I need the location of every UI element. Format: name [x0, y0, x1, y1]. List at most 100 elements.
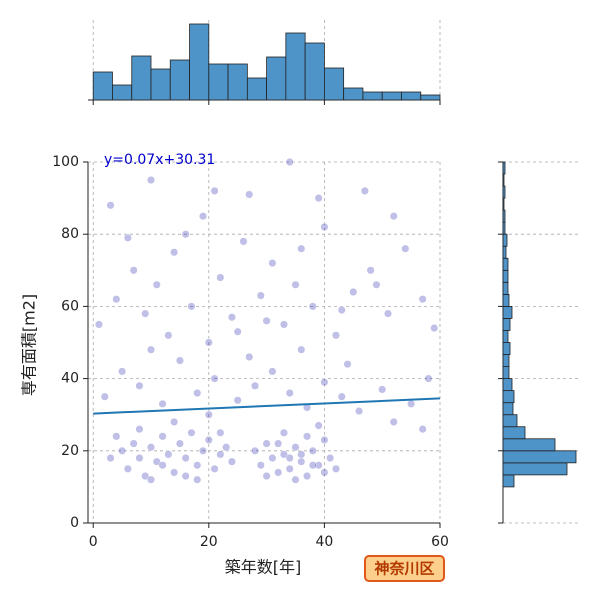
point	[274, 439, 283, 448]
point	[308, 302, 317, 311]
point	[158, 399, 167, 408]
y-tick-label: 40	[61, 371, 79, 387]
hist-bar	[502, 474, 515, 488]
point	[146, 443, 156, 452]
point	[297, 450, 306, 459]
hist-bar	[502, 390, 515, 404]
point	[297, 457, 306, 466]
point	[193, 388, 202, 398]
point	[291, 443, 300, 452]
point	[314, 461, 323, 470]
point	[424, 374, 433, 383]
point	[181, 230, 190, 239]
badge-box	[364, 555, 445, 582]
point	[279, 320, 288, 329]
point	[198, 446, 208, 455]
x-tick-label: 0	[89, 534, 98, 550]
hist-bar	[502, 269, 509, 283]
point	[268, 367, 277, 376]
hist-bar	[420, 94, 441, 101]
hist-bar	[502, 378, 513, 392]
point	[383, 309, 393, 318]
point	[187, 302, 196, 311]
point	[401, 244, 410, 253]
point	[366, 266, 375, 275]
hist-bar	[502, 173, 505, 187]
hist-bar	[502, 414, 518, 428]
y-tick-label: 80	[61, 226, 79, 242]
point	[349, 287, 358, 297]
point	[175, 356, 184, 365]
point	[331, 464, 341, 473]
point	[245, 190, 254, 199]
point	[152, 280, 161, 289]
point	[430, 324, 439, 333]
point	[129, 439, 138, 448]
point	[198, 212, 208, 221]
point	[135, 425, 144, 434]
point	[378, 385, 387, 394]
point	[250, 446, 260, 455]
point	[141, 309, 150, 318]
point	[227, 313, 236, 322]
hist-bar	[227, 63, 248, 101]
point	[227, 457, 236, 466]
point	[233, 396, 242, 405]
hist-bar	[324, 67, 345, 101]
point	[158, 432, 167, 441]
point	[112, 295, 121, 304]
hist-bar	[131, 55, 152, 101]
point	[94, 320, 104, 329]
hist-bar	[502, 426, 526, 440]
point	[372, 280, 381, 289]
hist-bar	[246, 77, 268, 101]
point	[418, 295, 427, 304]
point	[274, 468, 283, 477]
hist-bar	[502, 318, 511, 331]
point	[407, 399, 416, 408]
point	[279, 428, 288, 437]
hist-bar	[502, 209, 506, 223]
point	[129, 266, 138, 275]
point	[170, 468, 179, 477]
point	[331, 331, 341, 340]
hist-bar	[502, 281, 509, 295]
point	[181, 472, 190, 481]
regression-line	[93, 397, 441, 415]
point	[418, 425, 427, 434]
point	[222, 443, 231, 452]
point	[170, 248, 179, 257]
point	[320, 222, 329, 232]
point	[187, 428, 196, 437]
hist-bar	[502, 233, 508, 247]
hist-bar	[92, 71, 113, 101]
point	[210, 374, 219, 383]
point	[216, 428, 225, 437]
point	[204, 410, 213, 419]
point	[245, 352, 254, 361]
point	[297, 345, 306, 354]
point	[262, 439, 271, 448]
point	[389, 417, 398, 426]
point	[320, 378, 329, 387]
point	[291, 280, 300, 289]
point	[337, 305, 346, 315]
hist-bar	[150, 68, 171, 101]
point	[256, 291, 265, 300]
point	[170, 417, 179, 426]
point	[308, 461, 317, 470]
regression-annotation: y=0.07x+30.31	[104, 152, 215, 168]
hist-bar	[502, 245, 507, 259]
point	[152, 457, 161, 466]
hist-bar	[502, 402, 514, 416]
point	[256, 461, 265, 470]
hist-bar	[502, 221, 506, 235]
point	[210, 464, 219, 473]
point	[141, 472, 150, 481]
y-tick-label: 0	[70, 515, 79, 531]
x-tick-label: 20	[200, 534, 218, 550]
point	[268, 259, 277, 268]
point	[164, 450, 173, 459]
point	[216, 273, 225, 282]
hist-bar	[343, 87, 364, 101]
